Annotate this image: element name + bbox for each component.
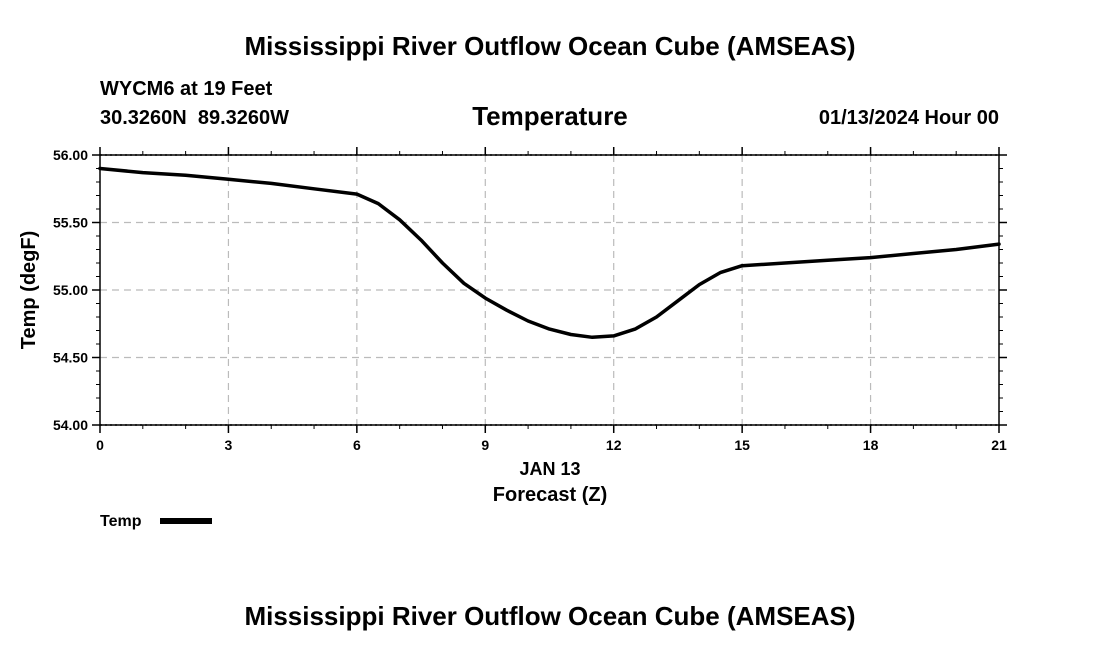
x-axis-date-label: JAN 13 <box>519 459 580 479</box>
x-tick-label: 18 <box>863 437 879 453</box>
y-tick-label: 55.50 <box>53 215 88 231</box>
x-tick-label: 0 <box>96 437 104 453</box>
y-axis-ticks: 54.00 54.50 55.00 55.50 56.00 <box>53 147 1007 433</box>
y-tick-label: 54.00 <box>53 417 88 433</box>
x-tick-label: 15 <box>734 437 750 453</box>
x-tick-label: 3 <box>225 437 233 453</box>
x-tick-label: 6 <box>353 437 361 453</box>
forecast-datetime: 01/13/2024 Hour 00 <box>819 107 999 129</box>
x-tick-label: 9 <box>481 437 489 453</box>
legend: Temp <box>100 513 212 530</box>
footer-title: Mississippi River Outflow Ocean Cube (AM… <box>244 601 855 631</box>
y-tick-label: 54.50 <box>53 350 88 366</box>
legend-label-temp: Temp <box>100 513 142 530</box>
chart-subtitle: Temperature <box>472 101 628 131</box>
y-tick-label: 55.00 <box>53 282 88 298</box>
x-tick-label: 21 <box>991 437 1007 453</box>
y-axis-label: Temp (degF) <box>18 231 40 350</box>
x-tick-label: 12 <box>606 437 622 453</box>
grid-lines <box>100 154 999 426</box>
series-line-temp <box>98 166 1001 340</box>
x-axis-label: Forecast (Z) <box>493 484 607 506</box>
station-label: WYCM6 at 19 Feet <box>100 78 273 100</box>
chart-title: Mississippi River Outflow Ocean Cube (AM… <box>244 31 855 61</box>
y-tick-label: 56.00 <box>53 147 88 163</box>
coordinates-label: 30.3260N 89.3260W <box>100 107 289 129</box>
x-axis-ticks: 0 3 6 9 12 15 18 21 <box>96 147 1007 453</box>
